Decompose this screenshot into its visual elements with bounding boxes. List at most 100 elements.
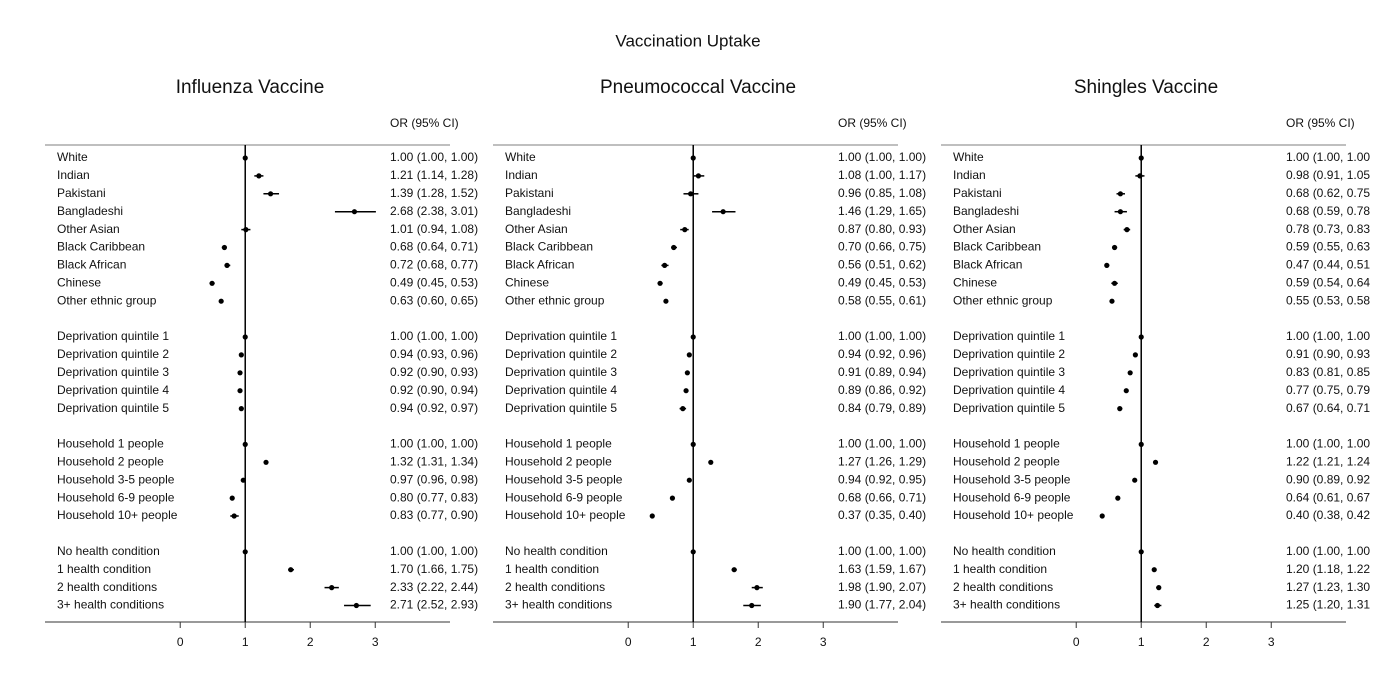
value-label: 1.00 (1.00, 1.00	[1286, 150, 1370, 164]
value-label: 0.63 (0.60, 0.65)	[390, 293, 478, 307]
x-tick-label: 3	[820, 635, 827, 649]
value-label: 2.68 (2.38, 3.01)	[390, 204, 478, 218]
point-estimate	[690, 334, 696, 340]
value-label: 1.21 (1.14, 1.28)	[390, 168, 478, 182]
point-estimate	[720, 209, 726, 215]
value-label: 0.84 (0.79, 0.89)	[838, 401, 926, 415]
point-estimate	[680, 406, 686, 412]
value-label: 1.00 (1.00, 1.00)	[390, 150, 478, 164]
point-estimate	[242, 549, 248, 555]
row-label: 2 health conditions	[505, 580, 605, 594]
row-label: 1 health condition	[953, 562, 1047, 576]
row-label: Bangladeshi	[57, 204, 123, 218]
row-label: Deprivation quintile 5	[505, 401, 617, 415]
point-estimate	[1117, 209, 1124, 215]
row-label: Deprivation quintile 2	[57, 347, 169, 361]
row-label: Household 6-9 people	[505, 490, 623, 504]
row-label: Household 10+ people	[953, 508, 1074, 522]
column-header: OR (95% CI)	[1286, 116, 1355, 130]
value-label: 0.49 (0.45, 0.53)	[838, 275, 926, 289]
row-label: 2 health conditions	[953, 580, 1053, 594]
value-label: 0.70 (0.66, 0.75)	[838, 240, 926, 254]
row-label: 1 health condition	[505, 562, 599, 576]
value-label: 1.32 (1.31, 1.34)	[390, 454, 478, 468]
row-label: Deprivation quintile 5	[953, 401, 1065, 415]
value-label: 1.00 (1.00, 1.00)	[838, 544, 926, 558]
point-estimate	[690, 549, 696, 555]
point-estimate	[1104, 262, 1110, 268]
value-label: 0.94 (0.92, 0.96)	[838, 347, 926, 361]
point-estimate	[690, 155, 696, 161]
panel-title: Shingles Vaccine	[1074, 77, 1218, 98]
value-label: 0.40 (0.38, 0.42	[1286, 508, 1370, 522]
point-estimate	[754, 585, 760, 591]
point-estimate	[1138, 549, 1144, 555]
point-estimate	[288, 567, 294, 573]
point-estimate	[1138, 441, 1144, 447]
point-estimate	[669, 495, 676, 501]
point-estimate	[1099, 513, 1105, 519]
point-estimate	[238, 352, 244, 358]
column-header: OR (95% CI)	[838, 116, 907, 130]
value-label: 1.90 (1.77, 2.04)	[838, 598, 926, 612]
row-label: Deprivation quintile 2	[953, 347, 1065, 361]
point-estimate	[353, 602, 359, 609]
point-estimate	[243, 227, 249, 233]
value-label: 0.98 (0.91, 1.05	[1286, 168, 1370, 182]
row-label: Deprivation quintile 4	[953, 383, 1065, 397]
value-label: 2.71 (2.52, 2.93)	[390, 598, 478, 612]
value-label: 0.64 (0.61, 0.67	[1286, 490, 1370, 504]
value-label: 0.83 (0.77, 0.90)	[390, 508, 478, 522]
row-label: 3+ health conditions	[57, 598, 164, 612]
x-tick-label: 2	[755, 635, 762, 649]
row-label: Other ethnic group	[57, 293, 157, 307]
row-label: Household 1 people	[953, 437, 1060, 451]
point-estimate	[240, 477, 246, 483]
point-estimate	[237, 370, 243, 376]
point-estimate	[1132, 477, 1138, 483]
row-label: No health condition	[57, 544, 160, 558]
point-estimate	[1138, 155, 1144, 161]
point-estimate	[1132, 352, 1138, 358]
value-label: 0.58 (0.55, 0.61)	[838, 293, 926, 307]
point-estimate	[224, 262, 230, 268]
row-label: Pakistani	[57, 186, 106, 200]
row-label: Deprivation quintile 1	[505, 329, 617, 343]
point-estimate	[1111, 280, 1118, 286]
value-label: 1.00 (1.00, 1.00)	[838, 150, 926, 164]
row-label: Deprivation quintile 1	[57, 329, 169, 343]
value-label: 1.00 (1.00, 1.00)	[390, 544, 478, 558]
value-label: 0.97 (0.96, 0.98)	[390, 472, 478, 486]
point-estimate	[242, 334, 248, 340]
value-label: 1.00 (1.00, 1.00)	[838, 437, 926, 451]
panel-title: Influenza Vaccine	[176, 77, 325, 98]
row-label: Household 2 people	[505, 454, 612, 468]
row-label: Household 10+ people	[57, 508, 178, 522]
value-label: 0.67 (0.64, 0.71	[1286, 401, 1370, 415]
x-tick-label: 1	[242, 635, 249, 649]
point-estimate	[1156, 585, 1162, 591]
point-estimate	[351, 209, 358, 215]
value-label: 0.92 (0.90, 0.94)	[390, 383, 478, 397]
value-label: 0.59 (0.54, 0.64	[1286, 275, 1370, 289]
point-estimate	[1117, 191, 1124, 197]
row-label: Other ethnic group	[953, 293, 1053, 307]
row-label: Deprivation quintile 3	[505, 365, 617, 379]
value-label: 0.47 (0.44, 0.51	[1286, 258, 1370, 272]
point-estimate	[231, 513, 237, 519]
row-label: Deprivation quintile 4	[57, 383, 169, 397]
row-label: Deprivation quintile 4	[505, 383, 617, 397]
value-label: 1.46 (1.29, 1.65)	[838, 204, 926, 218]
value-label: 0.72 (0.68, 0.77)	[390, 258, 478, 272]
value-label: 1.27 (1.23, 1.30	[1286, 580, 1370, 594]
point-estimate	[1138, 334, 1144, 340]
row-label: 2 health conditions	[57, 580, 157, 594]
point-estimate	[695, 173, 702, 179]
row-label: 3+ health conditions	[953, 598, 1060, 612]
value-label: 0.55 (0.53, 0.58	[1286, 293, 1370, 307]
row-label: Household 10+ people	[505, 508, 626, 522]
row-label: 3+ health conditions	[505, 598, 612, 612]
row-label: White	[505, 150, 536, 164]
row-label: Chinese	[57, 275, 101, 289]
row-label: Black African	[953, 258, 1022, 272]
